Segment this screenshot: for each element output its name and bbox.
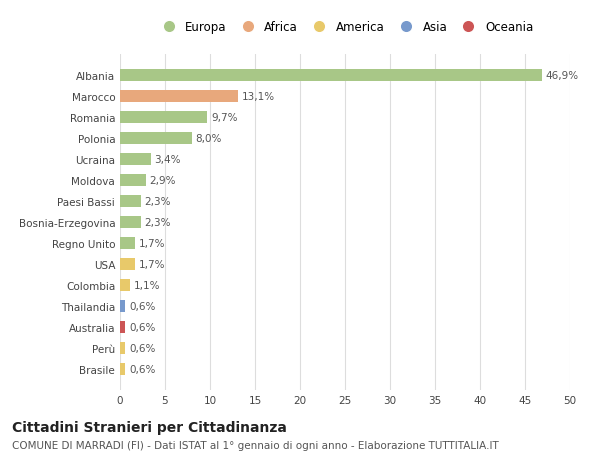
- Legend: Europa, Africa, America, Asia, Oceania: Europa, Africa, America, Asia, Oceania: [157, 21, 533, 34]
- Text: 0,6%: 0,6%: [129, 322, 155, 332]
- Bar: [120, 238, 136, 249]
- Bar: [120, 342, 125, 354]
- Text: 0,6%: 0,6%: [129, 302, 155, 311]
- Bar: [120, 217, 140, 229]
- Text: 0,6%: 0,6%: [129, 343, 155, 353]
- Bar: [120, 70, 542, 82]
- Bar: [120, 364, 125, 375]
- Text: 1,1%: 1,1%: [133, 280, 160, 291]
- Text: Cittadini Stranieri per Cittadinanza: Cittadini Stranieri per Cittadinanza: [12, 420, 287, 434]
- Text: 3,4%: 3,4%: [154, 155, 181, 165]
- Bar: [120, 112, 208, 123]
- Text: 1,7%: 1,7%: [139, 259, 166, 269]
- Bar: [120, 196, 140, 207]
- Bar: [120, 175, 146, 186]
- Bar: [120, 133, 192, 145]
- Bar: [120, 91, 238, 103]
- Text: 46,9%: 46,9%: [546, 71, 579, 81]
- Text: COMUNE DI MARRADI (FI) - Dati ISTAT al 1° gennaio di ogni anno - Elaborazione TU: COMUNE DI MARRADI (FI) - Dati ISTAT al 1…: [12, 440, 499, 450]
- Text: 13,1%: 13,1%: [241, 92, 275, 102]
- Text: 2,9%: 2,9%: [150, 176, 176, 186]
- Bar: [120, 301, 125, 312]
- Text: 2,3%: 2,3%: [145, 218, 171, 228]
- Text: 1,7%: 1,7%: [139, 239, 166, 248]
- Text: 8,0%: 8,0%: [196, 134, 222, 144]
- Text: 9,7%: 9,7%: [211, 113, 238, 123]
- Text: 2,3%: 2,3%: [145, 197, 171, 207]
- Text: 0,6%: 0,6%: [129, 364, 155, 374]
- Bar: [120, 259, 136, 270]
- Bar: [120, 280, 130, 291]
- Bar: [120, 322, 125, 333]
- Bar: [120, 154, 151, 166]
